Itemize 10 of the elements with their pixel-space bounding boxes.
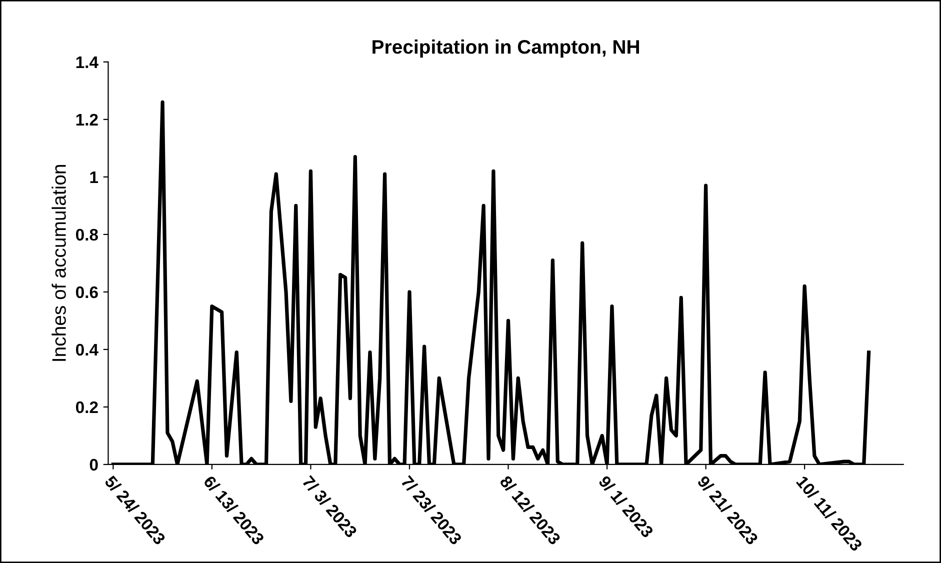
y-tick-label: 0.6 <box>76 286 98 298</box>
chart-title: Precipitation in Campton, NH <box>372 40 639 58</box>
y-tick-label: 0 <box>90 458 98 471</box>
y-axis-title: Inches of accumulation <box>52 165 66 361</box>
y-tick-label: 1.2 <box>76 114 98 126</box>
y-tick-label: 1 <box>90 172 98 183</box>
y-tick-label: 0.2 <box>76 401 98 414</box>
y-tick-label: 1.4 <box>76 56 98 68</box>
y-tick-label: 0.8 <box>76 228 98 241</box>
y-tick-label: 0.4 <box>76 344 98 356</box>
